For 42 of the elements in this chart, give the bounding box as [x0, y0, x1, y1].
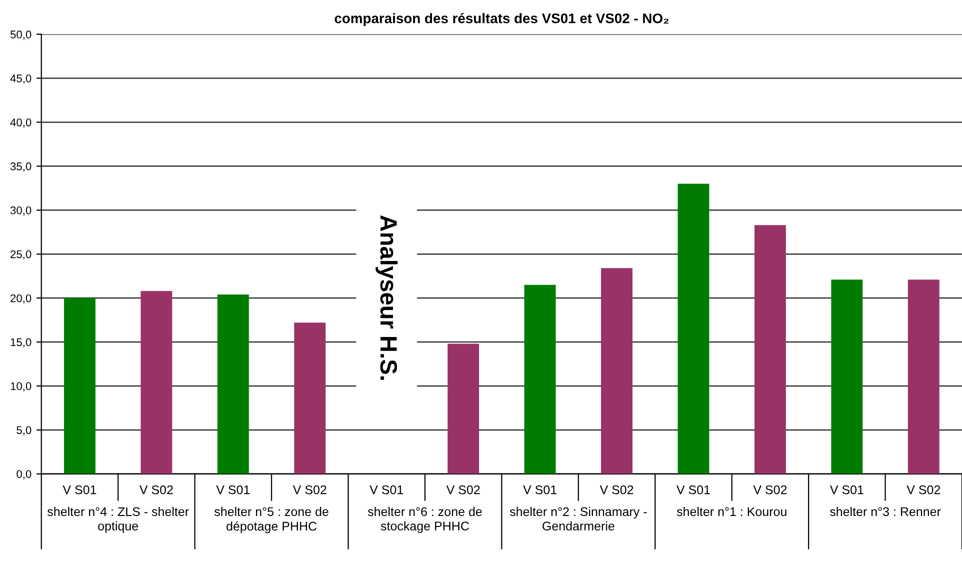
text: shelter n°5 : zone de dépotage PHHC [214, 506, 328, 534]
bar [448, 344, 480, 474]
bar [908, 280, 940, 474]
y-tick-label: 20,0 [10, 294, 32, 304]
bar [754, 225, 786, 474]
x-tick-label: V S01 [216, 485, 250, 494]
y-tick-label: 5,0 [16, 426, 32, 436]
y-tick-label: 25,0 [10, 250, 32, 260]
y-tick-label: 0,0 [16, 470, 32, 480]
x-tick-label: V S02 [906, 485, 940, 494]
bar [601, 268, 632, 474]
text: shelter n°4 : ZLS - shelter optique [48, 506, 189, 533]
x-tick-label: V S02 [292, 485, 326, 494]
x-tick-label: V S01 [523, 485, 556, 494]
bar [831, 280, 863, 474]
bar [140, 291, 172, 474]
text: shelter n°3 : Renner [830, 506, 941, 516]
y-tick-label: 15,0 [10, 338, 32, 348]
y-tick-label: 45,0 [10, 74, 32, 84]
y-tick-label: 30,0 [10, 206, 32, 216]
text: shelter n°1 : Kourou [676, 506, 786, 516]
bar [64, 298, 96, 474]
annotation: Analyseur H.S. [376, 215, 398, 380]
x-tick-label: V S02 [600, 485, 634, 494]
y-tick-label: 10,0 [10, 382, 32, 392]
bar [678, 184, 710, 474]
x-tick-label: V S02 [753, 485, 787, 494]
y-tick-label: 40,0 [10, 118, 32, 128]
y-tick-label: 50,0 [10, 30, 32, 40]
x-tick-label: V S02 [139, 485, 173, 494]
chart-title: comparaison des résultats des VS01 et VS02 - NO₂ [334, 12, 668, 26]
text: shelter n°6 : zone de stockage PHHC [368, 506, 482, 533]
bar [217, 294, 249, 474]
bar [294, 322, 326, 474]
x-tick-label: V S01 [830, 485, 864, 494]
x-tick-label: V S01 [676, 485, 710, 494]
x-tick-label: V S01 [370, 485, 404, 494]
text: shelter n°2 : Sinnamary - Gendarmerie [510, 506, 647, 530]
x-tick-label: V S02 [446, 485, 480, 494]
bar [524, 284, 556, 474]
x-tick-label: V S01 [62, 485, 96, 494]
y-tick-label: 35,0 [10, 162, 32, 172]
